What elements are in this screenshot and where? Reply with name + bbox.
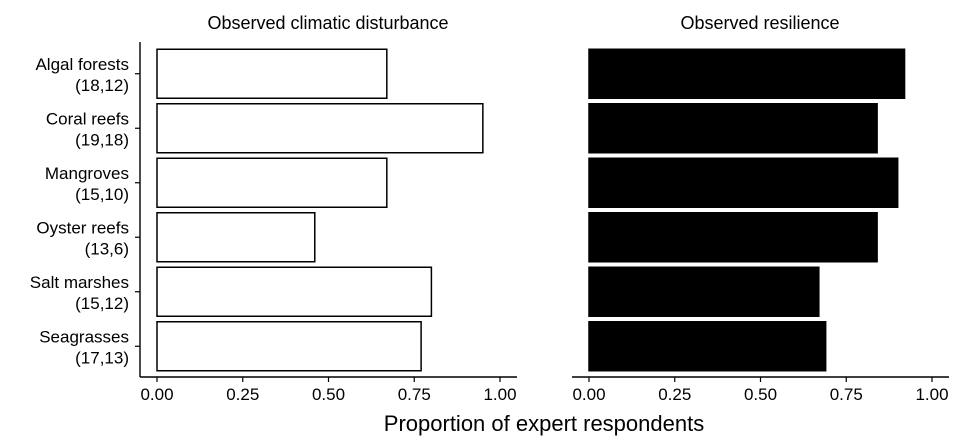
left-bar-oyster-reefs	[156, 212, 316, 263]
right-bar-seagrasses	[588, 321, 827, 372]
y-category-label: Coral reefs	[46, 109, 129, 128]
right-x-tick-label: 0.25	[658, 385, 691, 404]
y-category-count: (15,12)	[75, 294, 129, 313]
left-bar-algal-forests	[156, 48, 388, 99]
right-bar-coral-reefs	[588, 103, 878, 154]
right-bar-mangroves	[588, 157, 899, 208]
y-axis-labels: Algal forests (18,12) Coral reefs (19,18) Ma…	[30, 55, 129, 368]
left-bar-seagrasses	[156, 321, 422, 372]
left-x-tick-label: 1.00	[483, 385, 516, 404]
y-category-count: (19,18)	[75, 130, 129, 149]
left-x-tick-label: 0.25	[226, 385, 259, 404]
left-bar-mangroves	[156, 157, 388, 208]
right-panel-title: Observed resilience	[680, 13, 839, 33]
y-category-label: Mangroves	[45, 164, 129, 183]
left-bar-salt-marshes	[156, 266, 433, 317]
right-bar-salt-marshes	[588, 266, 820, 317]
right-x-tick-label: 1.00	[915, 385, 948, 404]
y-category-count: (13,6)	[85, 239, 129, 258]
right-x-tick-label: 0.75	[830, 385, 863, 404]
y-category-label: Salt marshes	[30, 273, 129, 292]
x-axis-label: Proportion of expert respondents	[384, 411, 704, 436]
left-panel: 0.00 0.25 0.50 0.75 1.00	[135, 42, 517, 404]
y-category-label: Seagrasses	[39, 327, 129, 346]
right-panel: 0.00 0.25 0.50 0.75 1.00	[572, 48, 949, 404]
left-panel-title: Observed climatic disturbance	[207, 13, 448, 33]
right-bar-algal-forests	[588, 48, 906, 99]
left-bar-coral-reefs	[156, 103, 484, 154]
left-x-tick-label: 0.00	[140, 385, 173, 404]
y-category-count: (17,13)	[75, 348, 129, 367]
y-category-count: (15,10)	[75, 185, 129, 204]
right-bar-oyster-reefs	[588, 212, 878, 263]
right-x-tick-label: 0.50	[744, 385, 777, 404]
left-x-tick-label: 0.50	[312, 385, 345, 404]
right-x-tick-label: 0.00	[572, 385, 605, 404]
y-category-count: (18,12)	[75, 76, 129, 95]
y-category-label: Oyster reefs	[36, 218, 129, 237]
left-x-tick-label: 0.75	[398, 385, 431, 404]
y-category-label: Algal forests	[35, 55, 129, 74]
